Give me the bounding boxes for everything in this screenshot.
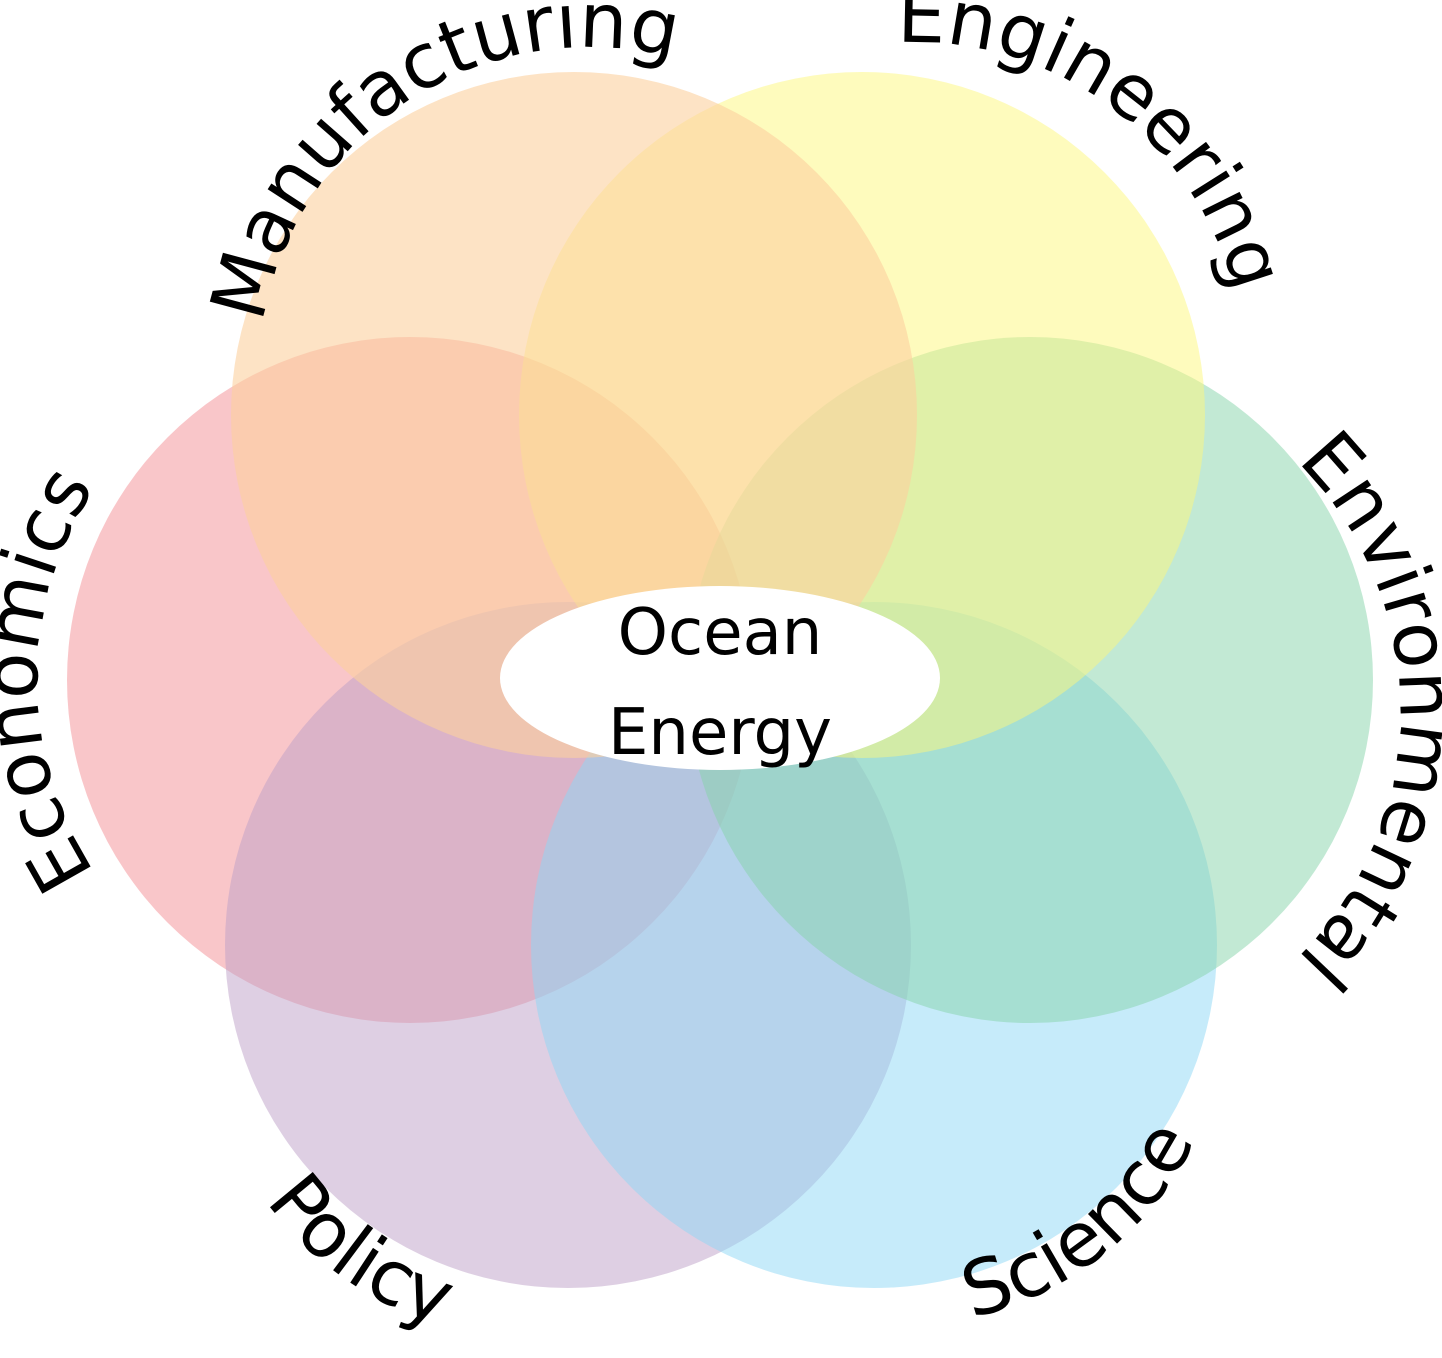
center-ellipse <box>500 586 940 770</box>
circle-manufacturing <box>231 72 917 758</box>
center-title-line1: Ocean <box>618 596 823 670</box>
center-title-line2: Energy <box>608 696 832 770</box>
overlapping-circles <box>67 72 1373 1288</box>
